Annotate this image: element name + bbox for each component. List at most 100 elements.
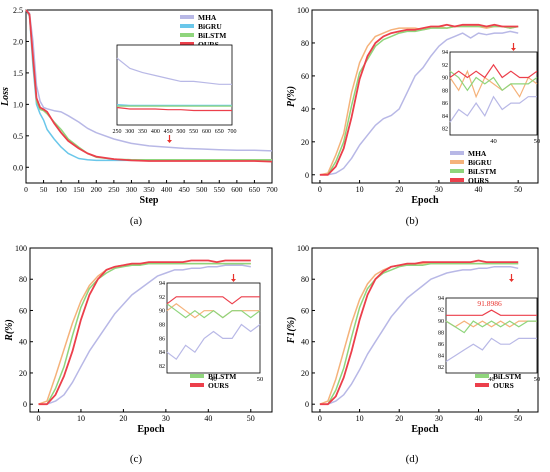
- inset-series-mha: [445, 337, 537, 363]
- arrow-marker-head: [231, 279, 236, 282]
- inset-frame: [166, 282, 261, 374]
- y-tick-label: 80: [19, 275, 27, 284]
- inset-series-ours: [116, 106, 232, 112]
- x-tick-label: 550: [214, 185, 226, 194]
- y-tick-label: 0.5: [13, 132, 23, 141]
- x-tick-label: 700: [266, 185, 278, 194]
- y-axis-label: Loss: [0, 87, 11, 107]
- inset-series-bilstm: [166, 303, 261, 319]
- arrow-marker-head: [511, 48, 516, 51]
- x-tick-label: 30: [435, 414, 443, 423]
- panel-label: (d): [406, 453, 419, 465]
- x-tick-label: 350: [143, 185, 155, 194]
- legend-label-bilstm: BiLSTM: [208, 372, 236, 381]
- inset-y-tick-label: 82: [442, 127, 448, 133]
- inset-x-tick-label: 40: [488, 376, 495, 383]
- y-tick-label: 40: [301, 338, 309, 347]
- inset-y-tick-label: 94: [442, 50, 448, 56]
- x-tick-label: 20: [395, 185, 403, 194]
- y-tick-label: 80: [301, 275, 309, 284]
- x-tick-label: 600: [231, 185, 243, 194]
- inset-series-bigru: [449, 69, 538, 99]
- x-tick-label: 50: [514, 414, 522, 423]
- inset-series-bigru: [445, 320, 537, 328]
- inset-series-bilstm: [449, 70, 538, 92]
- inset: 40 50 94 92 90 88 86 84 82 91.8986: [438, 296, 540, 383]
- legend-label-ours: OURS: [198, 40, 219, 49]
- legend-label-bilstm: BiLSTM: [198, 31, 226, 40]
- legend-label-mha: MHA: [198, 13, 217, 22]
- x-axis-label: Epoch: [411, 424, 439, 435]
- legend-label-bigru: BiGRU: [468, 158, 492, 167]
- plot-frame: [29, 247, 273, 413]
- inset-y-tick-label: 88: [159, 323, 165, 329]
- y-axis-label: R(%): [4, 319, 15, 342]
- y-tick-label: 100: [15, 244, 27, 253]
- x-tick-label: 40: [204, 414, 212, 423]
- inset-y-tick-label: 84: [438, 354, 444, 360]
- y-tick-label: 60: [301, 72, 309, 81]
- y-tick-label: 0: [305, 171, 309, 180]
- x-tick-label: 30: [162, 414, 170, 423]
- x-tick-label: 650: [249, 185, 261, 194]
- inset-x-tick-label: 500: [176, 129, 185, 135]
- x-tick-label: 10: [77, 414, 85, 423]
- y-tick-label: 100: [297, 6, 309, 15]
- inset-x-tick-label: 50: [534, 138, 541, 145]
- inset-y-tick-label: 94: [159, 281, 165, 287]
- x-tick-label: 10: [356, 185, 364, 194]
- series-line-ours: [25, 9, 273, 163]
- x-tick-label: 0: [318, 185, 322, 194]
- inset-y-tick-label: 86: [159, 336, 165, 342]
- inset-x-tick-label: 50: [534, 376, 541, 383]
- plot-frame: [311, 247, 539, 413]
- inset-series-bilstm: [445, 320, 537, 334]
- y-tick-label: 20: [19, 369, 27, 378]
- legend-label-ours: OURS: [493, 381, 514, 390]
- legend-label-ours: OURS: [208, 381, 229, 390]
- arrow-marker-head: [509, 279, 514, 282]
- inset-series-mha: [116, 57, 232, 85]
- y-tick-label: 40: [19, 338, 27, 347]
- inset-x-tick-label: 650: [215, 129, 224, 135]
- series-line-mha: [25, 9, 273, 152]
- y-tick-label: 20: [301, 138, 309, 147]
- inset-x-tick-label: 50: [257, 376, 264, 383]
- x-tick-label: 300: [126, 185, 138, 194]
- x-tick-label: 40: [475, 414, 483, 423]
- x-tick-label: 50: [514, 185, 522, 194]
- x-tick-label: 0: [24, 185, 28, 194]
- y-axis-label: P(%): [286, 86, 297, 107]
- panel-label: (b): [406, 215, 419, 227]
- inset-x-tick-label: 300: [125, 129, 134, 135]
- inset-y-tick-label: 92: [438, 308, 444, 314]
- series-line-mha: [38, 264, 251, 405]
- y-tick-label: 0: [305, 400, 309, 409]
- inset-y-tick-label: 92: [159, 295, 165, 301]
- y-tick-label: 1.0: [13, 100, 23, 109]
- legend-label-bilstm: BiLSTM: [468, 167, 496, 176]
- y-tick-label: 60: [19, 306, 27, 315]
- y-tick-label: 0: [23, 400, 27, 409]
- inset-y-tick-label: 86: [442, 101, 448, 107]
- inset-y-tick-label: 88: [438, 331, 444, 337]
- y-tick-label: 20: [301, 369, 309, 378]
- inset: 40 50 94 92 90 88 86 84 82: [159, 281, 263, 383]
- inset-frame: [116, 44, 233, 126]
- inset-x-tick-label: 450: [164, 129, 173, 135]
- legend-label-bigru: BiGRU: [198, 22, 222, 31]
- series-line-bilstm: [38, 262, 251, 405]
- inset-annotation: 91.8986: [477, 299, 502, 308]
- inset-y-tick-label: 84: [159, 350, 165, 356]
- series-line-bilstm: [319, 262, 519, 405]
- legend-label-ours: OURS: [468, 176, 489, 185]
- series-line-mha: [319, 30, 519, 176]
- inset-x-tick-label: 350: [138, 129, 147, 135]
- inset-series-ours: [446, 309, 537, 316]
- series-line-mha: [319, 265, 519, 405]
- inset-y-tick-label: 88: [442, 88, 448, 94]
- arrow-marker-head: [167, 140, 172, 143]
- inset-series-mha: [166, 323, 261, 361]
- panel-label: (c): [130, 453, 143, 465]
